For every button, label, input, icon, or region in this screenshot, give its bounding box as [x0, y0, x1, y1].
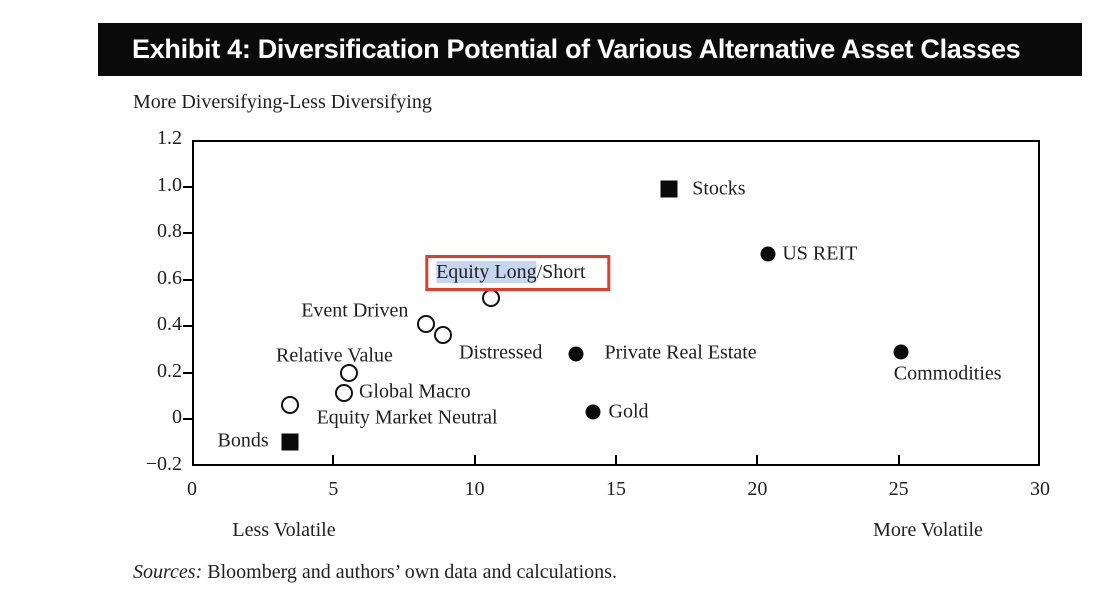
selected-data-point-label[interactable]: Equity Long/Short: [425, 255, 611, 291]
data-point-label-stocks: Stocks: [692, 177, 746, 200]
data-point-marker-us-reit: [760, 246, 776, 262]
data-point-label-global-macro: Global Macro: [358, 380, 471, 403]
y-tick-label: 0.2: [157, 359, 182, 382]
y-tick-mark: [183, 325, 192, 328]
data-point-marker-event-driven: [416, 314, 435, 333]
y-tick-label: 0.6: [157, 266, 182, 289]
data-point-marker-bonds: [281, 433, 299, 451]
data-point-label-commodities: Commodities: [893, 362, 1002, 385]
sources-prefix: Sources:: [133, 561, 203, 583]
sources-text: Bloomberg and authors’ own data and calc…: [202, 561, 617, 583]
x-tick-mark: [332, 455, 335, 464]
data-point-marker-distressed: [433, 326, 452, 345]
y-tick-mark: [183, 371, 192, 374]
x-tick-label: 5: [328, 478, 339, 500]
x-tick-mark: [756, 455, 759, 464]
data-point-marker-private-real-estate: [568, 346, 584, 362]
data-point-label-us-reit: US REIT: [782, 242, 858, 265]
x-tick-mark: [897, 455, 900, 464]
plot-area: Bonds Equity Market Neutral Global Macro Re…: [192, 140, 1040, 466]
y-tick-label: 1.0: [157, 173, 182, 196]
y-tick-label: 0.8: [157, 220, 182, 243]
x-tick-label: 30: [1030, 478, 1050, 500]
x-axis-right-label: More Volatile: [873, 519, 983, 541]
y-tick-label: −0.2: [145, 453, 182, 475]
x-tick-label: 15: [606, 478, 626, 500]
x-tick-label: 20: [747, 478, 768, 500]
selected-text[interactable]: Equity Long: [436, 261, 537, 283]
x-axis-left-label: Less Volatile: [232, 519, 336, 541]
data-point-label-bonds: Bonds: [217, 429, 269, 452]
x-tick-label: 25: [888, 478, 909, 500]
data-point-label-relative-value: Relative Value: [276, 344, 393, 367]
y-axis-title: More Diversifying-Less Diversifying: [133, 91, 432, 113]
data-point-marker-commodities: [893, 344, 909, 360]
y-tick-mark: [183, 232, 192, 235]
data-point-marker-stocks: [660, 180, 678, 198]
y-tick-mark: [183, 185, 192, 188]
sources-note: Sources: Bloomberg and authors’ own data…: [133, 561, 617, 584]
exhibit-title-bar: Exhibit 4: Diversification Potential of …: [98, 23, 1082, 76]
x-tick-mark: [473, 455, 476, 464]
data-point-label-distressed: Distressed: [459, 341, 543, 364]
unselected-text: /Short: [536, 261, 586, 283]
data-point-marker-equity-market-neutral: [281, 396, 300, 415]
data-point-marker-gold: [585, 404, 601, 420]
y-tick-label: 1.2: [157, 127, 182, 149]
y-tick-mark: [183, 418, 192, 421]
data-point-label-gold: Gold: [608, 400, 649, 423]
data-point-label-private-real-estate: Private Real Estate: [604, 341, 757, 364]
y-tick-mark: [183, 278, 192, 281]
x-tick-label: 0: [187, 478, 197, 500]
x-tick-mark: [615, 455, 617, 464]
x-tick-label: 10: [464, 478, 485, 500]
data-point-marker-equity-long-short: [481, 289, 500, 307]
data-point-label-equity-market-neutral: Equity Market Neutral: [316, 406, 498, 429]
data-point-marker-global-macro: [334, 384, 353, 403]
data-point-label-event-driven: Event Driven: [301, 299, 409, 322]
y-tick-label: 0: [172, 406, 182, 429]
exhibit-title: Exhibit 4: Diversification Potential of …: [132, 34, 1021, 64]
y-tick-label: 0.4: [157, 313, 182, 336]
data-point-marker-relative-value: [340, 363, 359, 382]
